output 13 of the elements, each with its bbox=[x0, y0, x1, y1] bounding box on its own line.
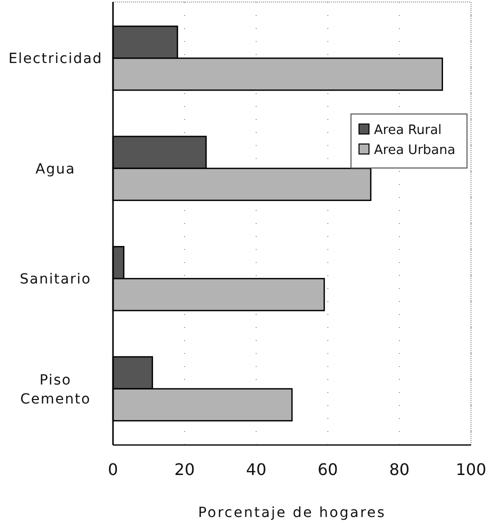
y-tick-label: Agua bbox=[36, 161, 76, 178]
x-tick-label: 80 bbox=[389, 460, 410, 479]
y-tick-label: Piso Cemento bbox=[20, 372, 91, 408]
legend-label: Area Rural bbox=[374, 123, 442, 138]
x-tick-label: 20 bbox=[174, 460, 195, 479]
x-tick-label: 100 bbox=[456, 460, 486, 479]
x-axis-title: Porcentaje de hogares bbox=[198, 505, 386, 521]
legend-label: Area Urbana bbox=[374, 143, 456, 158]
y-tick-label: Sanitario bbox=[20, 272, 92, 288]
x-tick-label: 0 bbox=[108, 460, 118, 479]
x-tick-label: 60 bbox=[318, 460, 338, 479]
y-tick-label: Electricidad bbox=[8, 51, 103, 68]
x-tick-label: 40 bbox=[246, 460, 266, 479]
